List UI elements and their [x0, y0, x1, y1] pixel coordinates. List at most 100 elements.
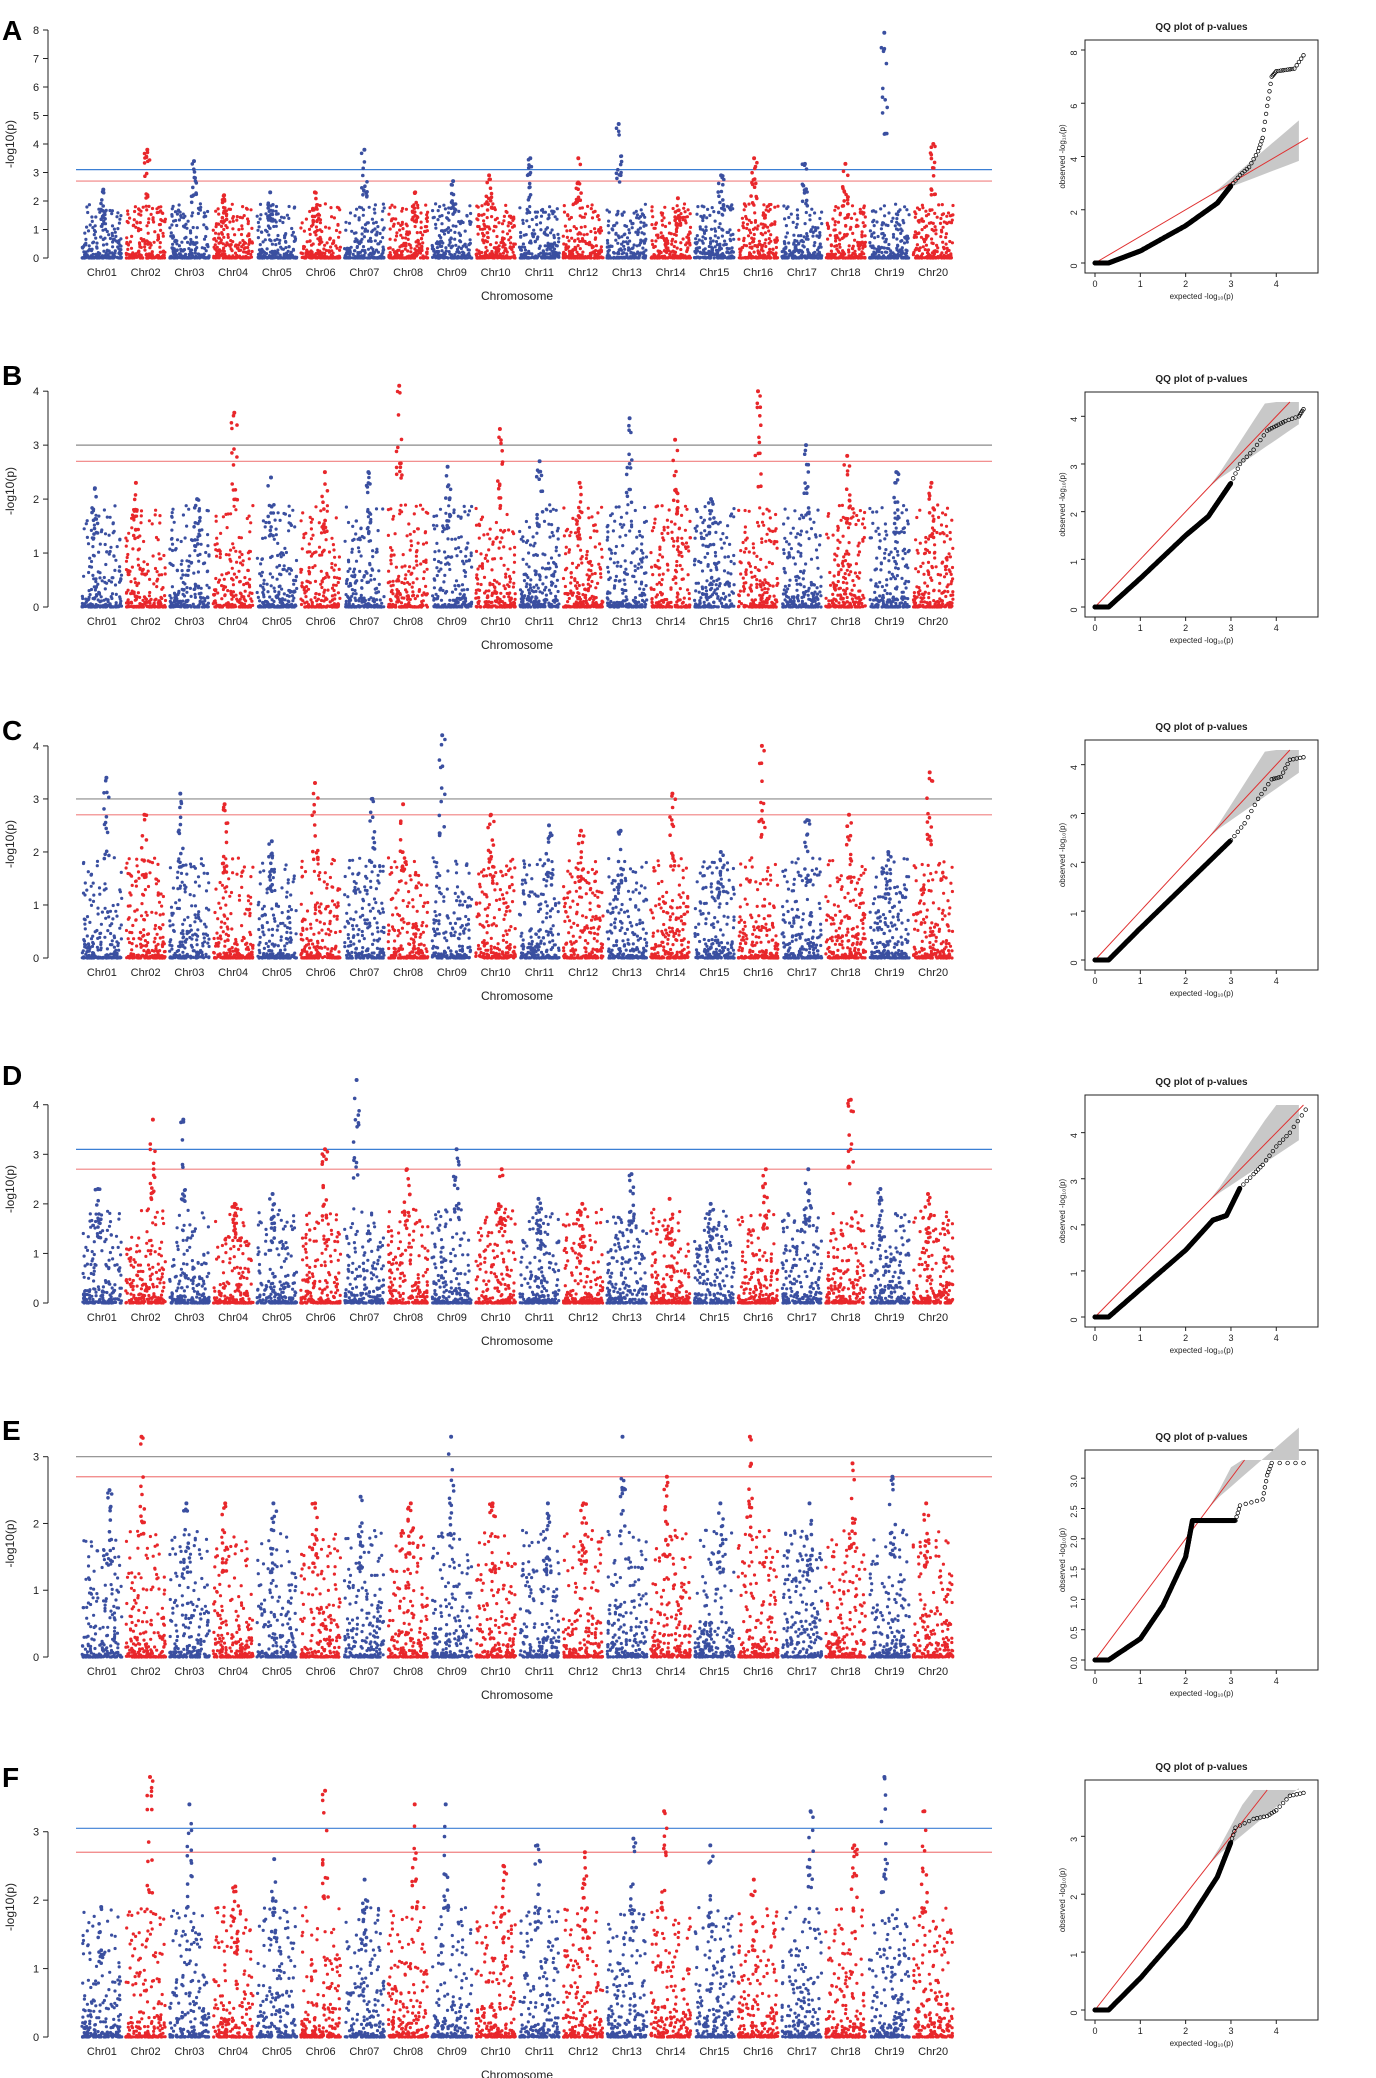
snp-point: [339, 246, 342, 249]
snp-point: [453, 253, 456, 256]
snp-point: [220, 225, 223, 228]
snp-point: [228, 243, 231, 246]
snp-point: [337, 255, 340, 258]
snp-point: [146, 256, 149, 259]
snp-point: [395, 234, 398, 237]
snp-point: [170, 223, 173, 226]
snp-point: [247, 243, 250, 246]
snp-point: [237, 228, 240, 231]
snp-point: [217, 213, 220, 216]
snp-point: [361, 174, 365, 178]
snp-point: [132, 224, 135, 227]
snp-point: [175, 224, 178, 227]
snp-point: [274, 243, 277, 246]
snp-point: [402, 243, 405, 246]
snp-point: [290, 227, 293, 230]
snp-point: [125, 236, 128, 239]
snp-point: [105, 243, 108, 246]
snp-point: [324, 202, 327, 205]
snp-point: [363, 184, 367, 188]
snp-point: [89, 223, 92, 226]
snp-point: [469, 212, 472, 215]
snp-point: [502, 244, 505, 247]
snp-point: [133, 218, 136, 221]
snp-point: [360, 238, 363, 241]
snp-point: [203, 247, 206, 250]
snp-point: [361, 167, 365, 171]
snp-point: [159, 229, 162, 232]
snp-point: [175, 242, 178, 245]
snp-point: [266, 215, 270, 219]
snp-point: [215, 222, 218, 225]
peak-point: [101, 188, 105, 192]
snp-point: [266, 247, 269, 250]
snp-point: [358, 218, 361, 221]
snp-point: [488, 227, 491, 230]
snp-point: [145, 224, 148, 227]
snp-point: [399, 256, 402, 259]
y-tick-label: 6: [33, 82, 39, 94]
snp-point: [256, 229, 259, 232]
snp-point: [314, 256, 317, 259]
snp-point: [360, 152, 364, 156]
snp-point: [367, 240, 370, 243]
snp-point: [90, 249, 93, 252]
y-tick-label: 3: [33, 168, 39, 180]
snp-point: [249, 208, 252, 211]
snp-point: [317, 217, 320, 220]
snp-point: [130, 235, 133, 238]
snp-point: [183, 224, 186, 227]
snp-point: [113, 228, 116, 231]
snp-point: [130, 247, 133, 250]
snp-point: [145, 253, 148, 256]
snp-point: [271, 217, 275, 221]
snp-point: [188, 256, 191, 259]
snp-point: [387, 213, 390, 216]
snp-point: [218, 248, 221, 251]
chromosome-points-Chr05: [256, 190, 299, 259]
snp-point: [420, 237, 423, 240]
snp-point: [126, 248, 129, 251]
snp-point: [204, 235, 207, 238]
snp-point: [97, 253, 100, 256]
snp-point: [92, 241, 95, 244]
snp-point: [244, 242, 247, 245]
snp-point: [366, 221, 369, 224]
snp-point: [291, 255, 294, 258]
snp-point: [433, 216, 436, 219]
snp-point: [237, 244, 240, 247]
snp-point: [303, 245, 306, 248]
snp-point: [246, 246, 249, 249]
snp-point: [316, 237, 319, 240]
snp-point: [376, 225, 379, 228]
snp-point: [236, 215, 239, 218]
snp-point: [95, 247, 98, 250]
snp-point: [269, 227, 272, 230]
snp-point: [336, 247, 339, 250]
snp-point: [236, 247, 239, 250]
snp-point: [111, 245, 114, 248]
snp-point: [86, 211, 89, 214]
snp-point: [117, 242, 120, 245]
snp-point: [178, 218, 181, 221]
snp-point: [217, 255, 220, 258]
snp-point: [278, 219, 281, 222]
snp-point: [354, 214, 357, 217]
snp-point: [92, 253, 95, 256]
snp-point: [449, 229, 452, 232]
snp-point: [448, 244, 451, 247]
snp-point: [195, 246, 198, 249]
snp-point: [170, 213, 173, 216]
snp-point: [355, 208, 358, 211]
snp-point: [315, 225, 318, 228]
snp-point: [338, 231, 341, 234]
snp-point: [459, 240, 462, 243]
snp-point: [463, 243, 466, 246]
snp-point: [263, 251, 266, 254]
snp-point: [416, 206, 419, 209]
snp-point: [412, 256, 415, 259]
snp-point: [174, 210, 177, 213]
snp-point: [291, 234, 294, 237]
snp-point: [143, 161, 147, 165]
snp-point: [436, 256, 439, 259]
